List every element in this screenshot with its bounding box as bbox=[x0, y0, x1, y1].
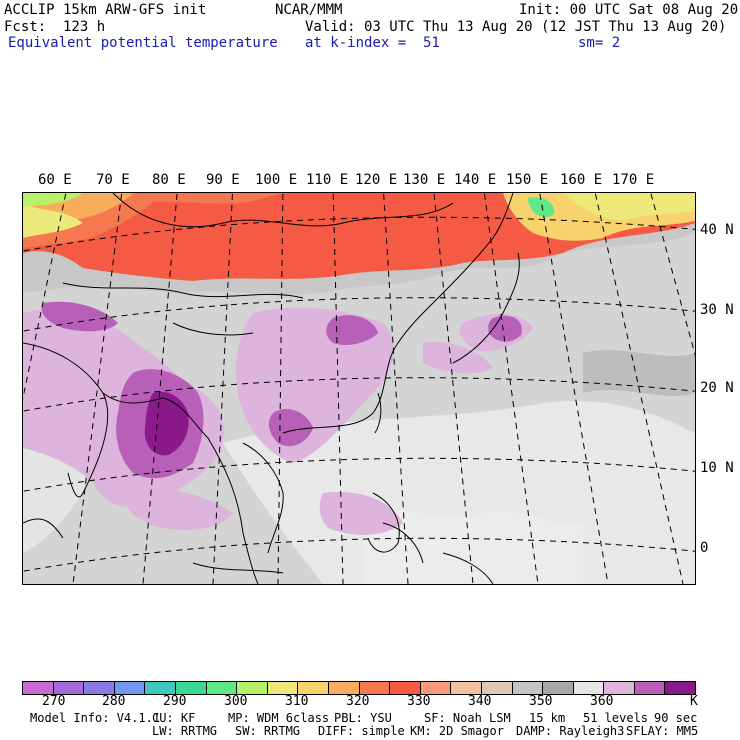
colorbar-swatch bbox=[206, 682, 238, 694]
init-time: Init: 00 UTC Sat 08 Aug 20 bbox=[519, 2, 739, 18]
colorbar-swatch bbox=[23, 682, 54, 694]
model-info-levels: 51 levels bbox=[583, 711, 649, 725]
colorbar-tick-label: 330 bbox=[407, 694, 431, 709]
colorbar-swatch bbox=[175, 682, 207, 694]
model-info-diff: DIFF: simple bbox=[318, 724, 405, 738]
colorbar-swatch bbox=[359, 682, 391, 694]
colorbar-swatch bbox=[145, 682, 176, 694]
colorbar-swatch bbox=[604, 682, 635, 694]
model-title: ACCLIP 15km ARW-GFS init bbox=[4, 2, 207, 18]
colorbar-swatch bbox=[114, 682, 146, 694]
colorbar-tick-label: 270 bbox=[42, 694, 66, 709]
model-info-sflay: SFLAY: MM5 bbox=[626, 724, 699, 738]
colorbar-tick-label: 280 bbox=[102, 694, 126, 709]
model-info-lw: LW: RRTMG bbox=[152, 724, 218, 738]
model-info-km: KM: 2D Smagor bbox=[410, 724, 504, 738]
map-panel bbox=[22, 192, 696, 585]
colorbar-unit: K bbox=[690, 694, 698, 709]
model-info-sw: SW: RRTMG bbox=[235, 724, 301, 738]
lon-label: 90 E bbox=[206, 172, 240, 188]
colorbar-tick-label: 290 bbox=[163, 694, 187, 709]
lat-label: 0 bbox=[700, 540, 709, 556]
lat-label: 20 N bbox=[700, 380, 734, 396]
colorbar-swatch bbox=[665, 682, 696, 694]
model-info-timestep: 90 sec bbox=[654, 711, 698, 725]
model-info-pbl: PBL: YSU bbox=[334, 711, 392, 725]
lon-label: 120 E bbox=[355, 172, 398, 188]
colorbar-swatch bbox=[328, 682, 360, 694]
level-info: at k-index = 51 bbox=[305, 35, 440, 51]
colorbar-tick-label: 320 bbox=[346, 694, 370, 709]
smoothing-info: sm= 2 bbox=[578, 35, 621, 51]
lat-label: 40 N bbox=[700, 222, 734, 238]
lat-label: 30 N bbox=[700, 302, 734, 318]
forecast-hour: Fcst: 123 h bbox=[4, 19, 106, 35]
colorbar-swatch bbox=[543, 682, 574, 694]
colorbar-swatch bbox=[237, 682, 268, 694]
lon-label: 80 E bbox=[152, 172, 186, 188]
lon-label: 160 E bbox=[560, 172, 603, 188]
organization: NCAR/MMM bbox=[275, 2, 343, 18]
model-info: Model Info: V4.1.1 bbox=[30, 711, 161, 725]
colorbar-swatch bbox=[451, 682, 482, 694]
model-info-sf: SF: Noah LSM bbox=[424, 711, 511, 725]
colorbar-swatch bbox=[573, 682, 605, 694]
colorbar-swatch bbox=[634, 682, 666, 694]
lon-label: 150 E bbox=[506, 172, 549, 188]
model-info-damp: DAMP: Rayleigh3 bbox=[516, 724, 625, 738]
model-info-cu: CU: KF bbox=[152, 711, 196, 725]
lon-label: 130 E bbox=[403, 172, 446, 188]
colorbar-tick-label: 350 bbox=[529, 694, 553, 709]
field-map bbox=[23, 193, 695, 584]
colorbar-swatch bbox=[267, 682, 299, 694]
lon-label: 100 E bbox=[255, 172, 298, 188]
colorbar-swatch bbox=[512, 682, 544, 694]
colorbar-swatch bbox=[53, 682, 85, 694]
colorbar-swatch bbox=[390, 682, 421, 694]
colorbar-tick-label: 360 bbox=[590, 694, 614, 709]
colorbar-swatch bbox=[84, 682, 115, 694]
colorbar-tick-label: 340 bbox=[468, 694, 492, 709]
lon-label: 170 E bbox=[612, 172, 655, 188]
lon-label: 70 E bbox=[96, 172, 130, 188]
colorbar-swatch bbox=[420, 682, 452, 694]
colorbar-tick-label: 310 bbox=[285, 694, 309, 709]
lon-label: 110 E bbox=[306, 172, 349, 188]
lon-label: 60 E bbox=[38, 172, 72, 188]
model-info-res: 15 km bbox=[529, 711, 566, 725]
colorbar-swatch bbox=[298, 682, 329, 694]
lat-label: 10 N bbox=[700, 460, 734, 476]
valid-time: Valid: 03 UTC Thu 13 Aug 20 (12 JST Thu … bbox=[305, 19, 727, 35]
field-name: Equivalent potential temperature bbox=[8, 35, 278, 51]
model-info-mp: MP: WDM 6class bbox=[228, 711, 330, 725]
colorbar bbox=[22, 681, 696, 695]
lon-label: 140 E bbox=[454, 172, 497, 188]
colorbar-tick-label: 300 bbox=[224, 694, 248, 709]
colorbar-swatch bbox=[481, 682, 513, 694]
